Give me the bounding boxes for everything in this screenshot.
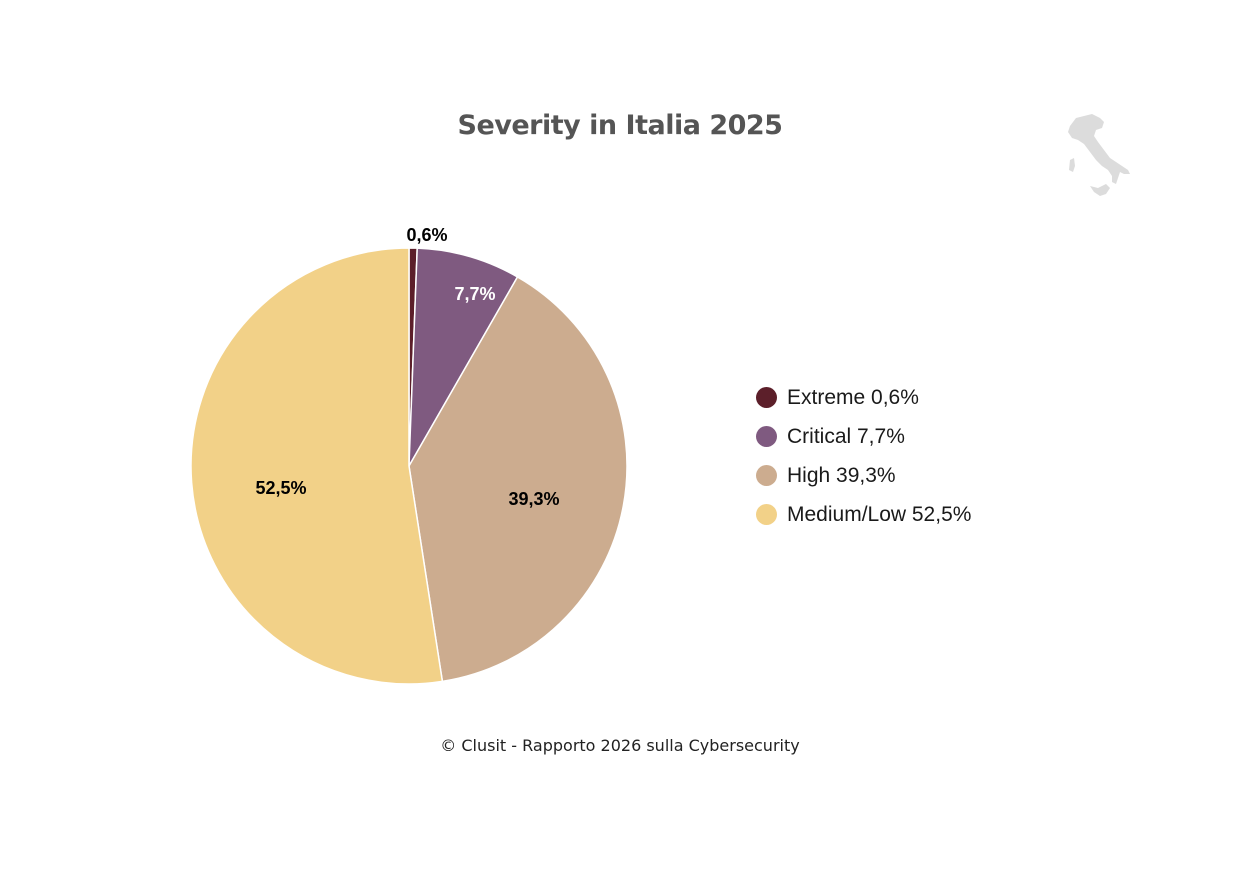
legend-swatch xyxy=(756,465,777,486)
slice-medium-low xyxy=(190,247,444,685)
italy-map-icon xyxy=(1068,114,1130,196)
legend-item-medium-low: Medium/Low 52,5% xyxy=(756,495,971,534)
legend-label: High 39,3% xyxy=(787,463,896,487)
slice-data-label: 7,7% xyxy=(454,284,495,304)
slice-data-label: 0,6% xyxy=(406,225,447,245)
legend-label: Extreme 0,6% xyxy=(787,385,919,409)
legend-item-high: High 39,3% xyxy=(756,456,971,495)
slice-high xyxy=(408,275,628,683)
legend-item-extreme: Extreme 0,6% xyxy=(756,378,971,417)
legend-swatch xyxy=(756,426,777,447)
legend-label: Critical 7,7% xyxy=(787,424,905,448)
legend: Extreme 0,6% Critical 7,7% High 39,3% Me… xyxy=(756,378,971,534)
slice-data-label: 39,3% xyxy=(508,489,559,509)
slice-data-label: 52,5% xyxy=(255,478,306,498)
slice-critical xyxy=(408,247,519,467)
legend-label: Medium/Low 52,5% xyxy=(787,502,972,526)
legend-swatch xyxy=(756,387,777,408)
source-footer: © Clusit - Rapporto 2026 sulla Cybersecu… xyxy=(440,736,800,755)
legend-item-critical: Critical 7,7% xyxy=(756,417,971,456)
legend-swatch xyxy=(756,504,777,525)
chart-title: Severity in Italia 2025 xyxy=(457,110,783,141)
